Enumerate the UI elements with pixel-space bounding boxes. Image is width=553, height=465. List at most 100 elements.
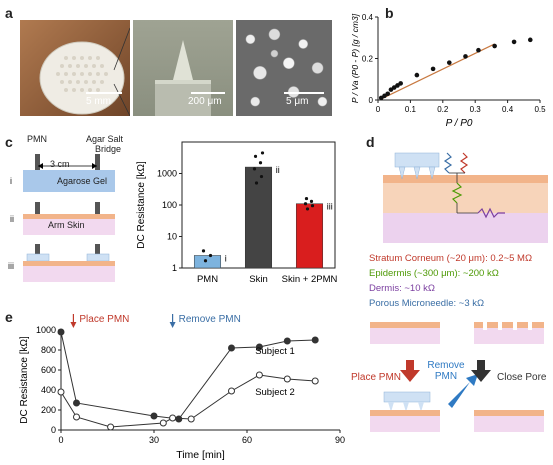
y-tick-label: 1000 xyxy=(36,325,56,335)
replicate-point xyxy=(310,204,315,208)
dc-resistance-bar-chart: 1 10 100 1000 DC Resistance [kΩ] PMN i Skin ii Sk… xyxy=(136,141,338,285)
x-tick-label: 60 xyxy=(242,435,252,445)
panel-d-label: d xyxy=(366,134,375,150)
y-tick-label: 0.4 xyxy=(362,13,374,22)
bar-label: i xyxy=(225,253,227,263)
photo2-scale-text: 200 μm xyxy=(188,96,222,107)
resistance-time-chart: 0 30 60 90 0 200 400 600 800 1000 Time [min] DC Res… xyxy=(19,314,345,461)
series-point xyxy=(311,377,319,385)
series-point xyxy=(73,413,80,421)
series-label: Subject 2 xyxy=(255,387,295,398)
scale-bar-200um xyxy=(191,92,225,94)
agarose-gel-label: Agarose Gel xyxy=(57,176,108,186)
data-point xyxy=(476,47,481,53)
x-tick-label: 0 xyxy=(376,105,381,114)
series-point xyxy=(187,415,195,423)
series-point xyxy=(169,414,177,422)
panel-a-label: a xyxy=(5,5,13,21)
series-point xyxy=(73,399,80,407)
legend-dermis: Dermis: ~10 kΩ xyxy=(369,283,435,294)
y-tick-label: 600 xyxy=(41,365,56,375)
row-ii-label: ii xyxy=(10,214,14,224)
row-iii-label: iii xyxy=(8,261,14,271)
legend-porous-microneedle: Porous Microneedle: ~3 kΩ xyxy=(369,298,485,309)
photo1-scale-text: 5 mm xyxy=(86,96,111,107)
series-point xyxy=(175,415,183,423)
annotation-label: Place PMN xyxy=(79,314,129,325)
legend-epidermis: Epidermis (~300 μm): ~200 kΩ xyxy=(369,268,499,279)
replicate-point xyxy=(203,259,208,263)
y-tick-label: 10 xyxy=(167,232,177,242)
data-point xyxy=(385,91,391,97)
legend-stratum-corneum: Stratum Corneum (~20 μm): 0.2~5 MΩ xyxy=(369,253,533,264)
replicate-point xyxy=(259,174,264,179)
y-tick-label: 0 xyxy=(369,96,374,105)
replicate-point xyxy=(252,167,257,171)
microneedle-sem-photo: 200 μm xyxy=(133,20,233,116)
scale-bar-5um xyxy=(284,92,324,94)
data-point xyxy=(446,60,452,65)
replicate-point xyxy=(305,207,310,211)
y-tick-label: 200 xyxy=(41,405,56,415)
photo3-scale-text: 5 μm xyxy=(286,96,309,107)
panel-e-label: e xyxy=(5,309,13,325)
replicate-point xyxy=(253,154,258,158)
series-point xyxy=(255,343,263,351)
x-tick-label: 0.1 xyxy=(405,105,417,114)
series-point xyxy=(57,328,65,336)
data-point xyxy=(492,43,497,49)
agar-bridge-label-2: Bridge xyxy=(95,144,122,154)
series-point xyxy=(283,337,291,345)
scale-bar-5mm xyxy=(86,92,122,94)
pmn-disc-graphic xyxy=(39,27,130,116)
replicate-point xyxy=(309,199,314,204)
replicate-point xyxy=(201,249,206,253)
bet-isotherm-chart: 0 0.1 0.2 0.3 0.4 0.5 0 0.2 0.4 P / P0 P / Va (P0 … xyxy=(350,13,546,129)
microneedle-graphic xyxy=(155,40,211,116)
series-point xyxy=(150,412,158,420)
y-tick-label: 1000 xyxy=(157,169,177,179)
panel-b-label: b xyxy=(385,5,394,21)
replicate-point xyxy=(260,151,265,155)
bar xyxy=(193,255,222,269)
y-tick-label: 1 xyxy=(172,263,177,273)
bar xyxy=(244,166,273,269)
y-tick-label: 800 xyxy=(41,345,56,355)
category-label: Skin xyxy=(249,274,267,285)
series-point xyxy=(311,336,319,344)
x-tick-label: 0.5 xyxy=(534,105,546,114)
series-point xyxy=(283,375,291,383)
x-tick-label: 0 xyxy=(58,435,63,445)
replicate-point xyxy=(258,161,263,165)
row-i-label: i xyxy=(10,176,12,186)
diagram-place-pmn: Place PMN xyxy=(351,372,402,383)
bar-label: ii xyxy=(276,165,280,175)
arm-skin-label: Arm Skin xyxy=(48,220,85,230)
x-tick-label: 0.3 xyxy=(470,105,482,114)
annotation-label: Remove PMN xyxy=(179,314,241,325)
x-tick-label: 0.2 xyxy=(437,105,449,114)
series-point xyxy=(255,371,263,379)
series-point xyxy=(57,388,65,396)
skin-circuit-diagram xyxy=(383,152,548,243)
data-point xyxy=(414,72,420,78)
series-line xyxy=(60,331,316,420)
data-point xyxy=(398,81,403,86)
series-point xyxy=(228,344,235,352)
y-tick-label: 0.2 xyxy=(362,55,374,64)
x-tick-label: 30 xyxy=(149,435,159,445)
data-point xyxy=(527,37,533,43)
bar-label: iii xyxy=(327,202,333,212)
category-label: Skin + 2PMN xyxy=(282,274,338,285)
series-point xyxy=(228,387,235,395)
agar-bridge-label-1: Agar Salt xyxy=(86,134,124,144)
replicate-point xyxy=(208,253,213,258)
replicate-point xyxy=(303,202,308,206)
x-tick-label: 0.4 xyxy=(502,105,514,114)
pore-closure-diagram xyxy=(370,322,544,432)
distance-label: 3 cm xyxy=(50,159,70,169)
series-point xyxy=(159,419,167,427)
y-tick-label: 0 xyxy=(51,425,56,435)
series-line xyxy=(60,374,316,428)
annotation-arrowhead xyxy=(70,322,77,328)
